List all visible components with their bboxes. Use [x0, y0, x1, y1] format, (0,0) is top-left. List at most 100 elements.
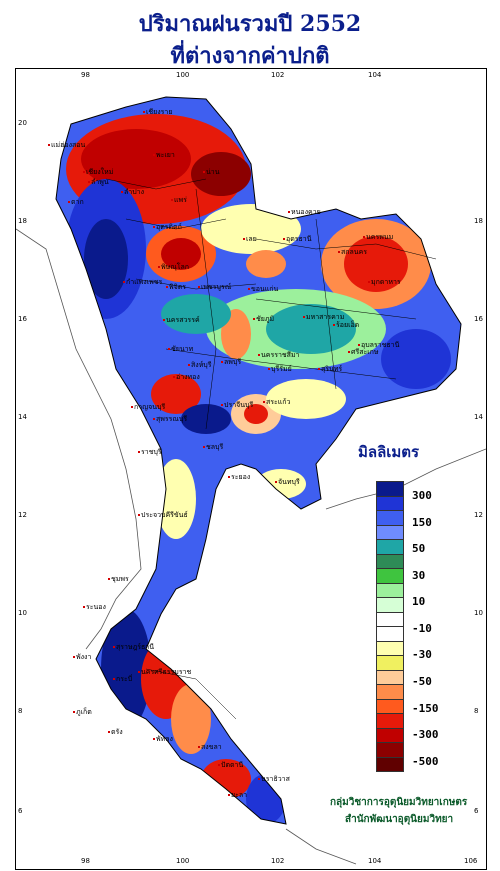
province-label: ราชบุรี: [141, 448, 162, 456]
station-marker: [158, 266, 160, 268]
map-frame: เชียงราย แม่ฮ่องสอน เชียงใหม่ ลำพูน น่าน พะเย…: [15, 68, 487, 870]
credit-line-1: กลุ่มวิชาการอุตุนิยมวิทยาเกษตร: [330, 797, 468, 808]
province-label: ชัยนาท: [171, 345, 194, 353]
axis-tick-label: 18: [474, 217, 483, 225]
station-marker: [318, 368, 320, 370]
province-label: ภูเก็ต: [76, 707, 92, 716]
province-label: ประจวบคีรีขันธ์: [141, 511, 188, 519]
station-marker: [88, 181, 90, 183]
axis-tick-label: 14: [474, 413, 483, 421]
province-label: สุราษฎร์ธานี: [116, 643, 154, 651]
station-marker: [73, 656, 75, 658]
province-label: เลย: [246, 235, 257, 243]
station-marker: [338, 251, 340, 253]
province-label: แพร่: [174, 196, 187, 204]
station-marker: [283, 238, 285, 240]
province-label: นครสวรรค์: [166, 316, 200, 324]
station-marker: [168, 348, 170, 350]
station-marker: [131, 406, 133, 408]
legend-swatch: [376, 698, 404, 714]
legend-label: -300: [412, 728, 439, 741]
station-marker: [113, 646, 115, 648]
province-label: ร้อยเอ็ด: [336, 320, 359, 329]
station-marker: [253, 318, 255, 320]
axis-tick-label: 6: [474, 807, 479, 815]
station-marker: [198, 286, 200, 288]
map-title: ปริมาณฝนรวมปี 2552: [138, 11, 362, 37]
province-label: เพชรบูรณ์: [201, 283, 232, 291]
legend-swatch: [376, 539, 404, 555]
province-label: เชียงราย: [146, 108, 172, 116]
province-label: เชียงใหม่: [86, 167, 113, 176]
station-marker: [228, 794, 230, 796]
province-label: ศรีสะเกษ: [351, 348, 379, 356]
province-label: บุรีรัมย์: [271, 365, 292, 373]
province-label: นราธิวาส: [261, 775, 291, 783]
station-marker: [221, 361, 223, 363]
legend-swatch: [376, 756, 404, 772]
legend-swatch: [376, 669, 404, 685]
legend-swatch: [376, 655, 404, 671]
station-marker: [228, 476, 230, 478]
province-label: สิงห์บุรี: [191, 361, 212, 369]
axis-tick-label: 6: [18, 807, 23, 815]
province-label: ชลบุรี: [206, 443, 223, 451]
station-marker: [258, 354, 260, 356]
station-marker: [275, 481, 277, 483]
province-label: ชุมพร: [111, 575, 129, 583]
station-marker: [243, 238, 245, 240]
station-marker: [173, 376, 175, 378]
legend-swatch: [376, 481, 404, 497]
station-marker: [48, 144, 50, 146]
province-label: พิจิตร: [169, 283, 186, 291]
axis-tick-label: 16: [474, 315, 483, 323]
province-label: สกลนคร: [341, 248, 367, 256]
legend-swatch: [376, 510, 404, 526]
legend-label: -30: [412, 648, 432, 661]
station-marker: [368, 281, 370, 283]
legend-label: 300: [412, 489, 432, 502]
legend-swatch: [376, 742, 404, 758]
station-marker: [166, 286, 168, 288]
station-marker: [248, 288, 250, 290]
station-marker: [143, 111, 145, 113]
axis-tick-label: 10: [18, 609, 27, 617]
axis-tick-label: 98: [81, 857, 90, 865]
province-label: อุบลราชธานี: [361, 341, 400, 349]
axis-tick-label: 102: [271, 71, 285, 79]
province-label: ระยอง: [231, 473, 250, 481]
credit-line-2: สำนักพัฒนาอุตุนิยมวิทยา: [345, 814, 454, 825]
station-marker: [348, 351, 350, 353]
axis-tick-label: 18: [18, 217, 27, 225]
province-label: ปัตตานี: [221, 761, 243, 769]
axis-tick-label: 10: [474, 609, 483, 617]
axis-tick-label: 104: [368, 857, 382, 865]
axis-tick-label: 100: [176, 71, 190, 79]
station-marker: [68, 201, 70, 203]
station-marker: [108, 731, 110, 733]
station-marker: [288, 211, 290, 213]
province-label: นครศรีธรรมราช: [141, 668, 192, 676]
province-label: พิษณุโลก: [161, 262, 189, 271]
province-label: มุกดาหาร: [371, 278, 401, 286]
legend-label: 30: [412, 569, 426, 582]
province-label: พังงา: [76, 653, 91, 661]
station-marker: [83, 606, 85, 608]
legend-swatch: [376, 684, 404, 700]
province-label: ปราจีนบุรี: [224, 401, 253, 409]
station-marker: [188, 364, 190, 366]
province-label: อ่างทอง: [176, 373, 200, 381]
station-marker: [263, 401, 265, 403]
province-label: กระบี่: [116, 674, 132, 683]
station-marker: [333, 324, 335, 326]
station-marker: [221, 404, 223, 406]
province-label: ระนอง: [86, 603, 106, 611]
station-marker: [153, 738, 155, 740]
legend-swatch: [376, 582, 404, 598]
province-label: กาญจนบุรี: [134, 403, 165, 411]
axis-tick-label: 98: [81, 71, 90, 79]
axis-tick-label: 20: [18, 119, 27, 127]
province-label: อุดรธานี: [286, 235, 312, 243]
station-marker: [153, 226, 155, 228]
